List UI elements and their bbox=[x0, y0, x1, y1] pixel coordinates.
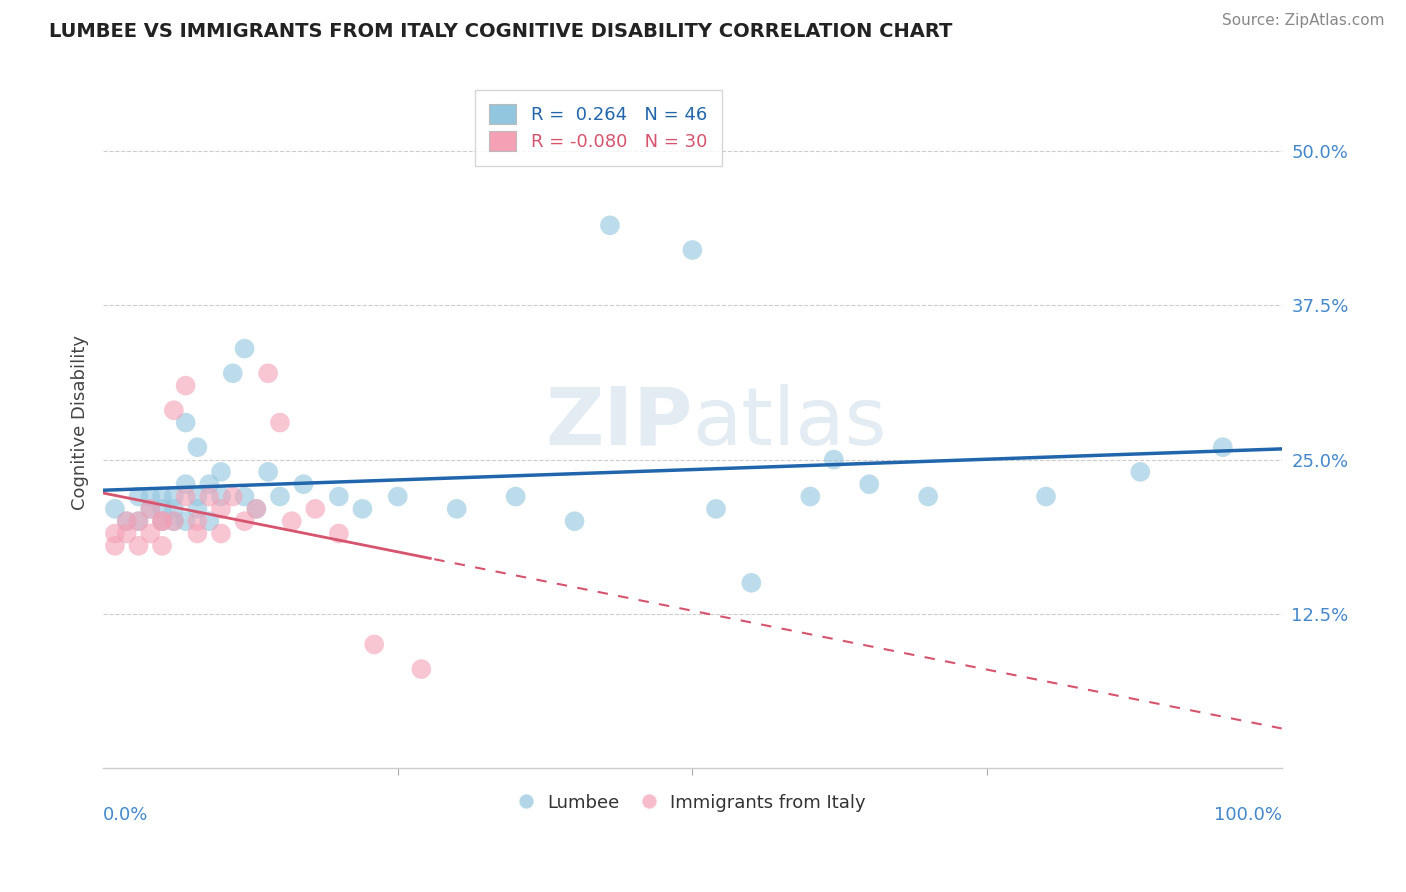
Y-axis label: Cognitive Disability: Cognitive Disability bbox=[72, 335, 89, 510]
Point bbox=[245, 501, 267, 516]
Point bbox=[1035, 490, 1057, 504]
Point bbox=[1129, 465, 1152, 479]
Point bbox=[186, 490, 208, 504]
Point bbox=[209, 490, 232, 504]
Point bbox=[127, 539, 149, 553]
Text: 100.0%: 100.0% bbox=[1213, 805, 1282, 823]
Point bbox=[233, 514, 256, 528]
Point bbox=[209, 501, 232, 516]
Text: Source: ZipAtlas.com: Source: ZipAtlas.com bbox=[1222, 13, 1385, 29]
Point bbox=[115, 514, 138, 528]
Point bbox=[304, 501, 326, 516]
Point bbox=[174, 490, 197, 504]
Point bbox=[222, 490, 245, 504]
Point bbox=[681, 243, 703, 257]
Point bbox=[269, 416, 291, 430]
Point bbox=[127, 514, 149, 528]
Point bbox=[352, 501, 374, 516]
Point bbox=[127, 490, 149, 504]
Point bbox=[150, 514, 173, 528]
Point bbox=[174, 514, 197, 528]
Point bbox=[139, 501, 162, 516]
Text: 0.0%: 0.0% bbox=[103, 805, 149, 823]
Point bbox=[599, 219, 621, 233]
Point bbox=[139, 490, 162, 504]
Point bbox=[174, 378, 197, 392]
Point bbox=[104, 539, 127, 553]
Point bbox=[564, 514, 586, 528]
Point bbox=[209, 465, 232, 479]
Point bbox=[186, 526, 208, 541]
Point bbox=[222, 366, 245, 380]
Point bbox=[104, 501, 127, 516]
Point bbox=[858, 477, 880, 491]
Point bbox=[104, 526, 127, 541]
Text: ZIP: ZIP bbox=[546, 384, 692, 461]
Point bbox=[115, 526, 138, 541]
Point bbox=[163, 514, 186, 528]
Point bbox=[917, 490, 939, 504]
Point bbox=[328, 490, 350, 504]
Point bbox=[174, 477, 197, 491]
Point bbox=[363, 637, 385, 651]
Point bbox=[740, 575, 762, 590]
Point bbox=[163, 501, 186, 516]
Point bbox=[328, 526, 350, 541]
Point bbox=[186, 501, 208, 516]
Text: atlas: atlas bbox=[692, 384, 887, 461]
Point bbox=[198, 490, 221, 504]
Point bbox=[139, 501, 162, 516]
Point bbox=[150, 539, 173, 553]
Point bbox=[163, 490, 186, 504]
Point bbox=[174, 416, 197, 430]
Point bbox=[257, 366, 280, 380]
Point bbox=[150, 514, 173, 528]
Point bbox=[704, 501, 727, 516]
Point bbox=[163, 403, 186, 417]
Point bbox=[150, 514, 173, 528]
Point bbox=[186, 514, 208, 528]
Point bbox=[198, 514, 221, 528]
Point bbox=[387, 490, 409, 504]
Point bbox=[115, 514, 138, 528]
Point bbox=[446, 501, 468, 516]
Point bbox=[150, 501, 173, 516]
Point bbox=[823, 452, 845, 467]
Point bbox=[233, 342, 256, 356]
Point bbox=[209, 526, 232, 541]
Legend: Lumbee, Immigrants from Italy: Lumbee, Immigrants from Italy bbox=[510, 785, 875, 821]
Point bbox=[139, 526, 162, 541]
Point bbox=[245, 501, 267, 516]
Point bbox=[1212, 440, 1234, 454]
Point bbox=[280, 514, 302, 528]
Point bbox=[505, 490, 527, 504]
Point bbox=[269, 490, 291, 504]
Point bbox=[150, 490, 173, 504]
Point bbox=[292, 477, 315, 491]
Point bbox=[163, 514, 186, 528]
Point bbox=[198, 477, 221, 491]
Point bbox=[257, 465, 280, 479]
Point bbox=[411, 662, 433, 676]
Point bbox=[127, 514, 149, 528]
Text: LUMBEE VS IMMIGRANTS FROM ITALY COGNITIVE DISABILITY CORRELATION CHART: LUMBEE VS IMMIGRANTS FROM ITALY COGNITIV… bbox=[49, 22, 953, 41]
Point bbox=[799, 490, 821, 504]
Point bbox=[186, 440, 208, 454]
Point bbox=[233, 490, 256, 504]
